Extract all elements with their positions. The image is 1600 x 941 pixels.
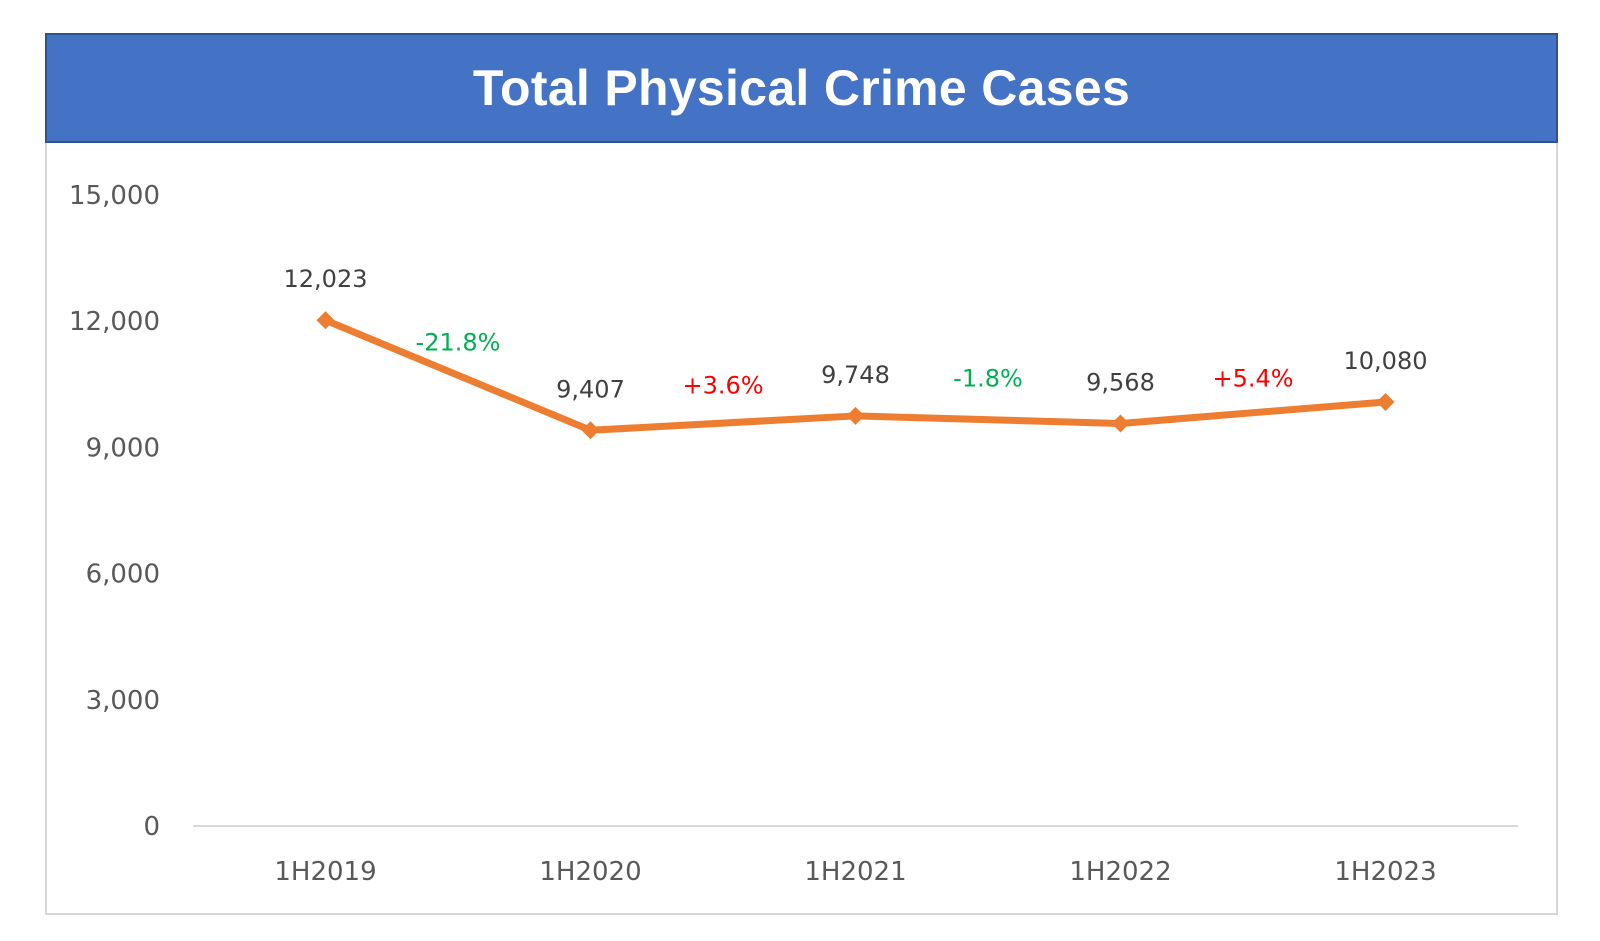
data-labels: 12,023 9,407 9,748 9,568 10,080 <box>284 265 1428 403</box>
change-percent-label: +5.4% <box>1212 365 1293 393</box>
x-tick-label: 1H2020 <box>539 857 641 887</box>
y-tick-label: 9,000 <box>86 433 160 463</box>
data-point-marker <box>316 311 335 330</box>
chart-title: Total Physical Crime Cases <box>472 60 1131 116</box>
y-tick-label: 3,000 <box>86 686 160 716</box>
x-tick-label: 1H2021 <box>804 857 906 887</box>
change-percent-label: -1.8% <box>953 365 1023 393</box>
y-tick-label: 6,000 <box>86 560 160 590</box>
y-tick-label: 15,000 <box>69 181 160 211</box>
y-axis: 0 3,000 6,000 9,000 12,000 15,000 <box>69 181 160 842</box>
x-tick-label: 1H2023 <box>1334 857 1436 887</box>
data-point-marker <box>581 421 600 440</box>
chart-frame <box>45 33 1558 915</box>
y-tick-label: 0 <box>143 812 160 842</box>
data-value-label: 9,748 <box>821 361 890 389</box>
change-percent-label: +3.6% <box>682 371 763 399</box>
y-tick-label: 12,000 <box>69 307 160 337</box>
x-tick-label: 1H2022 <box>1069 857 1171 887</box>
data-value-label: 9,568 <box>1086 369 1155 397</box>
data-point-marker <box>1111 414 1130 433</box>
series <box>316 311 1395 440</box>
x-tick-label: 1H2019 <box>274 857 376 887</box>
change-percent-label: -21.8% <box>416 328 501 356</box>
data-value-label: 10,080 <box>1344 347 1428 375</box>
x-axis: 1H2019 1H2020 1H2021 1H2022 1H2023 <box>193 825 1518 887</box>
data-point-marker <box>846 406 865 425</box>
chart-title-banner: Total Physical Crime Cases <box>45 33 1558 143</box>
data-value-label: 9,407 <box>556 375 625 403</box>
data-value-label: 12,023 <box>284 265 368 293</box>
change-labels: -21.8% +3.6% -1.8% +5.4% <box>416 328 1294 399</box>
data-point-marker <box>1376 392 1395 411</box>
